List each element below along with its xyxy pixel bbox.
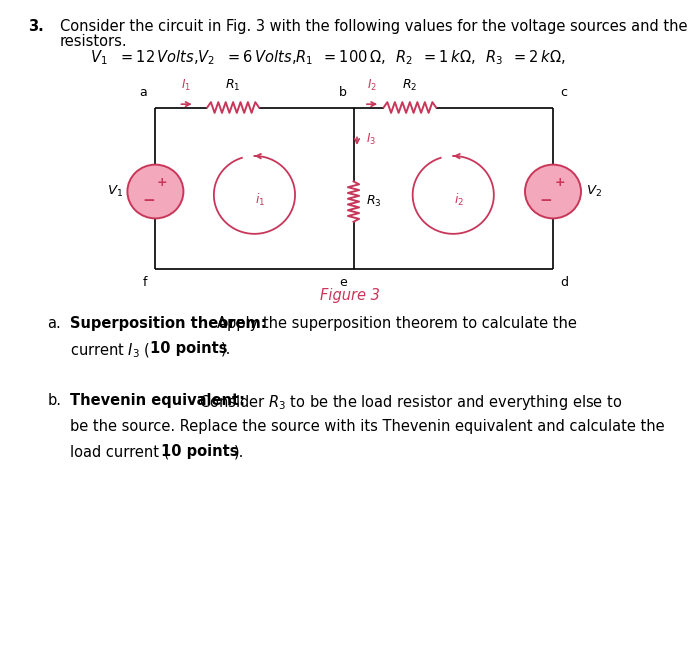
Text: Consider the circuit in Fig. 3 with the following values for the voltage sources: Consider the circuit in Fig. 3 with the … (60, 19, 687, 34)
Text: be the source. Replace the source with its Thevenin equivalent and calculate the: be the source. Replace the source with i… (70, 419, 664, 433)
Text: 3.: 3. (28, 19, 43, 34)
Circle shape (525, 165, 581, 218)
Text: a: a (139, 87, 147, 99)
Text: $= 12\,Volts,$: $= 12\,Volts,$ (118, 48, 198, 67)
Text: 10 points: 10 points (150, 341, 228, 356)
Text: $V_1$: $V_1$ (107, 184, 122, 199)
Text: $= 2\,k\Omega,$: $= 2\,k\Omega,$ (511, 48, 566, 67)
Text: $= 100\,\Omega,$: $= 100\,\Omega,$ (321, 48, 385, 67)
Text: Superposition theorem:: Superposition theorem: (70, 316, 267, 331)
Text: +: + (157, 175, 168, 189)
Text: 10 points: 10 points (161, 444, 239, 459)
Text: −: − (540, 194, 552, 208)
Text: ).: ). (221, 341, 232, 356)
Text: $i_1$: $i_1$ (255, 192, 265, 208)
Text: d: d (560, 276, 568, 288)
Text: $I_1$: $I_1$ (181, 78, 190, 93)
Text: ).: ). (234, 444, 244, 459)
Text: a.: a. (48, 316, 62, 331)
Text: $V_2$: $V_2$ (197, 48, 214, 67)
Text: $R_3$: $R_3$ (485, 48, 503, 67)
Text: $I_3$: $I_3$ (366, 132, 376, 147)
Text: e: e (339, 276, 346, 288)
Text: f: f (143, 276, 147, 288)
Circle shape (127, 165, 183, 218)
Text: $R_1$: $R_1$ (225, 78, 241, 93)
Text: $V_2$: $V_2$ (586, 184, 601, 199)
Text: $i_2$: $i_2$ (454, 192, 464, 208)
Text: b.: b. (48, 393, 62, 408)
Text: $R_1$: $R_1$ (295, 48, 312, 67)
Text: $R_2$: $R_2$ (395, 48, 413, 67)
Text: $R_3$: $R_3$ (366, 194, 382, 209)
Text: $R_2$: $R_2$ (402, 78, 417, 93)
Text: −: − (142, 194, 155, 208)
Text: +: + (554, 175, 566, 189)
Text: resistors.: resistors. (60, 34, 127, 48)
Text: $= 1\,k\Omega,$: $= 1\,k\Omega,$ (421, 48, 475, 67)
Text: Figure 3: Figure 3 (320, 288, 380, 302)
Text: $V_1$: $V_1$ (90, 48, 107, 67)
Text: $I_2$: $I_2$ (368, 78, 377, 93)
Text: b: b (339, 87, 346, 99)
Text: Consider $R_3$ to be the load resistor and everything else to: Consider $R_3$ to be the load resistor a… (199, 393, 623, 412)
Text: $= 6\,Volts,$: $= 6\,Volts,$ (225, 48, 296, 67)
Text: c: c (560, 87, 567, 99)
Text: load current (: load current ( (70, 444, 169, 459)
Text: Thevenin equivalent:: Thevenin equivalent: (70, 393, 245, 408)
Text: Apply the superposition theorem to calculate the: Apply the superposition theorem to calcu… (217, 316, 577, 331)
Text: current $I_3$ (: current $I_3$ ( (70, 341, 150, 360)
